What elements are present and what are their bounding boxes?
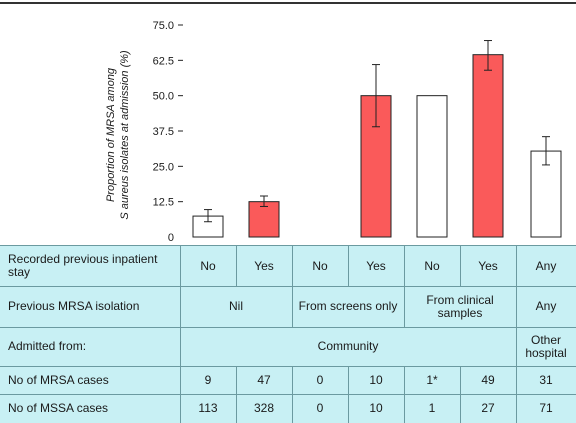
- mrsa-cases-cell: 47: [257, 372, 271, 387]
- mssa-cases-cell: 113: [198, 401, 218, 415]
- y-tick-label: 25.0: [153, 161, 174, 173]
- table-col-divider: [180, 246, 181, 423]
- table-row-divider: [0, 366, 576, 367]
- mrsa-cases-cell: 0: [316, 372, 324, 387]
- row-label-mssa-cases: No of MSSA cases: [8, 401, 109, 415]
- y-axis-label-line2: S aureus isolates at admission (%): [119, 50, 131, 220]
- table-col-divider: [348, 366, 349, 423]
- table-col-divider: [236, 366, 237, 423]
- y-tick-label: 50.0: [153, 91, 174, 103]
- y-axis: 0 12.5 25.0 37.5 50.0 62.5 75.0: [153, 20, 183, 244]
- table-col-divider: [404, 366, 405, 423]
- mssa-cases-cell: 10: [369, 401, 383, 415]
- y-axis-label-line1: Proportion of MRSA among: [105, 67, 117, 202]
- y-tick-label: 12.5: [153, 197, 174, 209]
- bar: [472, 54, 504, 238]
- mrsa-cases-cell: 1*: [426, 372, 438, 387]
- previous-stay-cell: No: [200, 258, 216, 273]
- y-tick-label: 75.0: [153, 20, 174, 32]
- mssa-cases-cell: 27: [481, 401, 495, 415]
- previous-mrsa-any: Any: [535, 299, 557, 313]
- previous-stay-cell: Yes: [478, 258, 498, 273]
- previous-mrsa-nil: Nil: [229, 299, 243, 313]
- mrsa-cases-cell: 9: [204, 372, 212, 387]
- bar: [416, 95, 448, 238]
- row-label-admitted-from: Admitted from:: [8, 339, 87, 353]
- mssa-cases-cell: 1: [428, 401, 436, 415]
- table-col-divider: [460, 246, 461, 286]
- table-col-divider: [516, 286, 517, 327]
- table-row-divider: [0, 394, 576, 395]
- table-col-divider: [292, 286, 293, 327]
- mssa-cases-cell: 71: [539, 401, 553, 415]
- row-label-previous-mrsa: Previous MRSA isolation: [8, 299, 140, 313]
- previous-stay-cell: Yes: [366, 258, 386, 273]
- y-tick-label: 62.5: [153, 55, 174, 67]
- bars-group: [192, 40, 562, 238]
- mssa-cases-cell: 328: [253, 401, 275, 415]
- previous-stay-cell: No: [312, 258, 328, 273]
- row-label-mrsa-cases: No of MRSA cases: [8, 372, 109, 387]
- top-rule: [0, 2, 576, 4]
- table-col-divider: [404, 246, 405, 286]
- mssa-cases-cell: 0: [316, 401, 324, 415]
- previous-stay-cell: No: [424, 258, 440, 273]
- bar: [248, 201, 280, 238]
- table-col-divider: [292, 366, 293, 423]
- table-col-divider: [460, 366, 461, 423]
- table-col-divider: [236, 246, 237, 286]
- table-col-divider: [516, 366, 517, 423]
- previous-stay-cell: Any: [535, 258, 557, 273]
- table-col-divider: [348, 246, 349, 286]
- admitted-from-other: Other hospital: [525, 332, 567, 360]
- previous-mrsa-clinical: From clinical samples: [426, 292, 494, 320]
- table-col-divider: [292, 246, 293, 286]
- mrsa-cases-cell: 49: [481, 372, 495, 387]
- table-col-divider: [516, 246, 517, 286]
- table-col-divider: [516, 327, 517, 366]
- y-tick-label: 37.5: [153, 126, 174, 138]
- table-col-divider: [404, 286, 405, 327]
- bar-chart: 0 12.5 25.0 37.5 50.0 62.5 75.0 Proportion of …: [105, 20, 562, 244]
- previous-stay-cell: Yes: [254, 258, 274, 273]
- row-label-previous-stay: Recorded previous inpatient stay: [8, 252, 158, 279]
- table-row-divider: [0, 286, 576, 287]
- mrsa-cases-cell: 31: [539, 372, 553, 387]
- mrsa-cases-cell: 10: [369, 372, 383, 387]
- previous-mrsa-screens: From screens only: [298, 299, 398, 313]
- table-row-divider: [0, 327, 576, 328]
- data-table: Recorded previous inpatient stay Previou…: [0, 245, 576, 423]
- y-tick-label: 0: [168, 232, 174, 244]
- admitted-from-community: Community: [317, 339, 379, 353]
